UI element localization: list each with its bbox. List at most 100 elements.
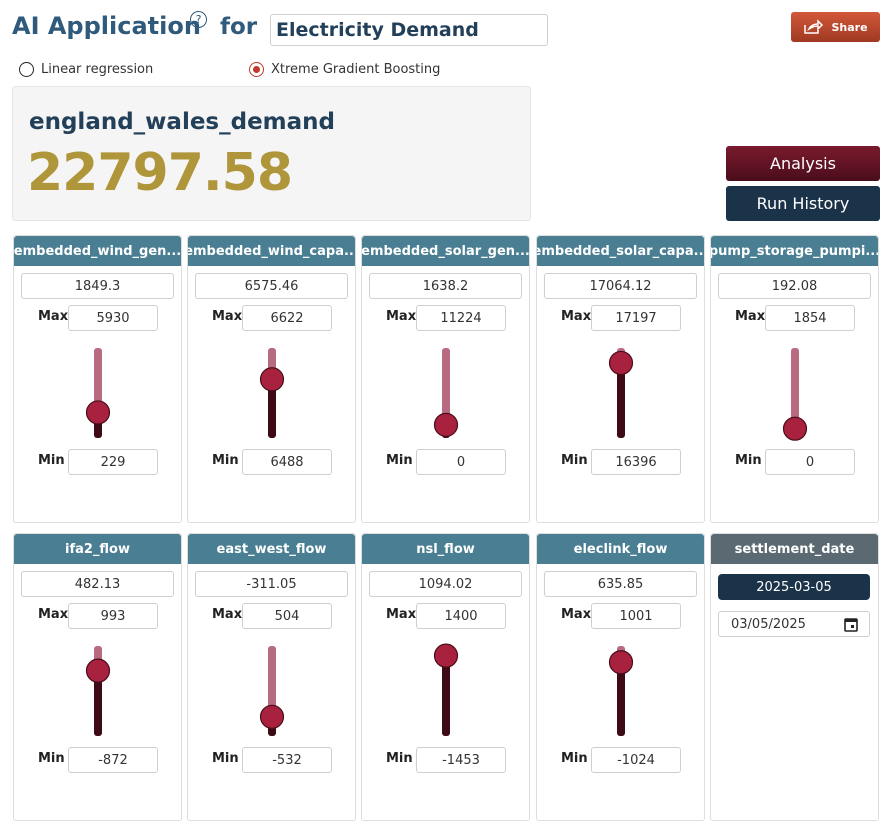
slider-knob[interactable] xyxy=(85,658,111,683)
max-label: Max xyxy=(38,607,69,622)
slider-track-lower xyxy=(442,655,450,736)
slider-knob[interactable] xyxy=(433,643,459,668)
slider-knob[interactable] xyxy=(433,412,459,437)
help-icon[interactable]: ? xyxy=(190,11,207,28)
share-icon xyxy=(804,19,824,34)
slider[interactable] xyxy=(74,634,124,749)
feature-card: embedded_solar_capa... 17064.12 Max 17197 Mi… xyxy=(536,235,705,523)
min-label: Min xyxy=(735,453,762,468)
min-label: Min xyxy=(38,751,65,766)
target-input[interactable]: Electricity Demand xyxy=(270,14,548,46)
value-input[interactable]: 1849.3 xyxy=(21,273,174,299)
date-card: settlement_date 2025-03-05 03/05/2025 xyxy=(710,533,879,821)
slider-knob[interactable] xyxy=(259,367,285,392)
min-input[interactable]: -532 xyxy=(242,747,332,773)
feature-header: eleclink_flow xyxy=(537,534,704,564)
feature-card: ifa2_flow 482.13 Max 993 Min -872 xyxy=(13,533,182,821)
for-label: for xyxy=(220,14,258,40)
value-input[interactable]: 6575.46 xyxy=(195,273,348,299)
run-history-button[interactable]: Run History xyxy=(726,186,880,221)
max-input[interactable]: 5930 xyxy=(68,305,158,331)
slider-knob[interactable] xyxy=(608,650,634,675)
slider-track-upper xyxy=(94,348,102,413)
min-label: Min xyxy=(386,751,413,766)
min-input[interactable]: 6488 xyxy=(242,449,332,475)
share-label: Share xyxy=(831,20,868,34)
feature-card: eleclink_flow 635.85 Max 1001 Min -1024 xyxy=(536,533,705,821)
slider[interactable] xyxy=(248,634,298,749)
slider-knob[interactable] xyxy=(782,416,808,441)
slider-track-lower xyxy=(617,362,625,438)
feature-header: nsl_flow xyxy=(362,534,529,564)
calendar-icon[interactable] xyxy=(844,617,858,632)
radio-label[interactable]: Xtreme Gradient Boosting xyxy=(271,62,441,77)
max-label: Max xyxy=(212,309,243,324)
min-input[interactable]: 16396 xyxy=(591,449,681,475)
slider-knob[interactable] xyxy=(608,350,634,376)
max-input[interactable]: 17197 xyxy=(591,305,681,331)
date-input[interactable]: 03/05/2025 xyxy=(718,611,870,637)
slider[interactable] xyxy=(422,634,472,749)
value-input[interactable]: -311.05 xyxy=(195,571,348,597)
share-button[interactable]: Share xyxy=(791,12,880,42)
min-input[interactable]: -1453 xyxy=(416,747,506,773)
feature-header: embedded_wind_capa... xyxy=(188,236,355,266)
min-label: Min xyxy=(561,453,588,468)
min-label: Min xyxy=(212,751,239,766)
feature-header: embedded_wind_gen... xyxy=(14,236,181,266)
max-input[interactable]: 1400 xyxy=(416,603,506,629)
max-input[interactable]: 6622 xyxy=(242,305,332,331)
min-input[interactable]: 229 xyxy=(68,449,158,475)
slider-track-upper xyxy=(268,646,276,717)
slider[interactable] xyxy=(248,336,298,451)
min-input[interactable]: 0 xyxy=(765,449,855,475)
max-input[interactable]: 993 xyxy=(68,603,158,629)
max-input[interactable]: 504 xyxy=(242,603,332,629)
max-label: Max xyxy=(386,309,417,324)
min-input[interactable]: -872 xyxy=(68,747,158,773)
min-label: Min xyxy=(561,751,588,766)
max-input[interactable]: 11224 xyxy=(416,305,506,331)
max-label: Max xyxy=(212,607,243,622)
analysis-button[interactable]: Analysis xyxy=(726,146,880,181)
slider-track-lower xyxy=(94,670,102,736)
slider[interactable] xyxy=(597,336,647,451)
min-label: Min xyxy=(212,453,239,468)
value-input[interactable]: 192.08 xyxy=(718,273,871,299)
app-title: AI Application xyxy=(12,12,201,40)
feature-header: embedded_solar_gen... xyxy=(362,236,529,266)
radio-button[interactable] xyxy=(249,62,264,77)
date-value[interactable]: 2025-03-05 xyxy=(718,574,870,600)
feature-card: embedded_wind_gen... 1849.3 Max 5930 Min 229 xyxy=(13,235,182,523)
min-input[interactable]: -1024 xyxy=(591,747,681,773)
slider[interactable] xyxy=(597,634,647,749)
max-input[interactable]: 1854 xyxy=(765,305,855,331)
feature-card: east_west_flow -311.05 Max 504 Min -532 xyxy=(187,533,356,821)
radio-label[interactable]: Linear regression xyxy=(41,62,154,77)
slider-knob[interactable] xyxy=(259,704,285,729)
slider-knob[interactable] xyxy=(85,400,111,425)
radio-button[interactable] xyxy=(19,62,34,77)
value-input[interactable]: 1638.2 xyxy=(369,273,522,299)
value-input[interactable]: 635.85 xyxy=(544,571,697,597)
slider-track-upper xyxy=(791,348,799,429)
feature-card: nsl_flow 1094.02 Max 1400 Min -1453 xyxy=(361,533,530,821)
feature-header: ifa2_flow xyxy=(14,534,181,564)
max-label: Max xyxy=(561,309,592,324)
max-label: Max xyxy=(735,309,766,324)
value-input[interactable]: 17064.12 xyxy=(544,273,697,299)
feature-header: east_west_flow xyxy=(188,534,355,564)
min-label: Min xyxy=(386,453,413,468)
value-input[interactable]: 482.13 xyxy=(21,571,174,597)
slider[interactable] xyxy=(771,336,821,451)
feature-card: pump_storage_pumpi... 192.08 Max 1854 Min 0 xyxy=(710,235,879,523)
value-input[interactable]: 1094.02 xyxy=(369,571,522,597)
min-label: Min xyxy=(38,453,65,468)
min-input[interactable]: 0 xyxy=(416,449,506,475)
feature-header: pump_storage_pumpi... xyxy=(711,236,878,266)
slider[interactable] xyxy=(74,336,124,451)
result-value: 22797.58 xyxy=(27,143,293,203)
slider-track-lower xyxy=(268,379,276,438)
max-input[interactable]: 1001 xyxy=(591,603,681,629)
slider[interactable] xyxy=(422,336,472,451)
